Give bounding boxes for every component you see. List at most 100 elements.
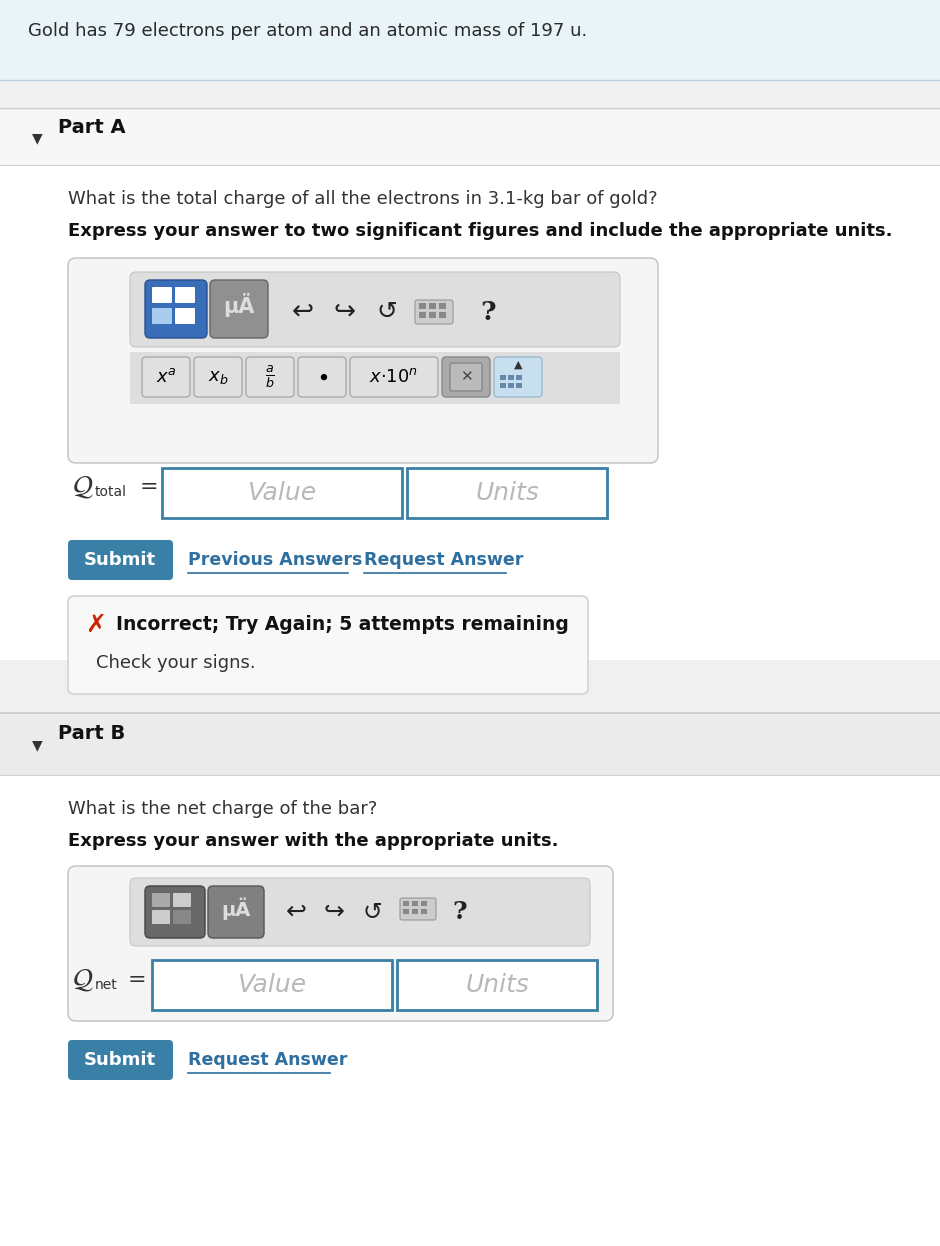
Bar: [516, 383, 522, 388]
FancyBboxPatch shape: [152, 287, 172, 303]
Bar: [403, 910, 409, 915]
FancyBboxPatch shape: [494, 358, 542, 397]
FancyBboxPatch shape: [152, 308, 172, 324]
Bar: [407, 468, 607, 518]
Text: ▲: ▲: [514, 360, 523, 370]
Bar: [403, 901, 409, 906]
FancyBboxPatch shape: [350, 358, 438, 397]
Text: ↩: ↩: [286, 900, 306, 925]
Text: net: net: [95, 978, 118, 992]
Text: Express your answer with the appropriate units.: Express your answer with the appropriate…: [68, 832, 558, 850]
Bar: [0, 110, 940, 164]
Text: ✗: ✗: [86, 613, 106, 637]
Text: Units: Units: [465, 973, 529, 997]
Text: Submit: Submit: [84, 1050, 156, 1069]
Text: ▼: ▼: [32, 738, 42, 753]
FancyBboxPatch shape: [246, 358, 294, 397]
FancyBboxPatch shape: [298, 358, 346, 397]
FancyBboxPatch shape: [152, 910, 170, 925]
Text: Incorrect; Try Again; 5 attempts remaining: Incorrect; Try Again; 5 attempts remaini…: [116, 616, 569, 634]
Text: ↪: ↪: [323, 900, 344, 925]
Bar: [397, 959, 597, 1011]
FancyBboxPatch shape: [68, 596, 588, 694]
Bar: [500, 383, 506, 388]
Text: μÄ: μÄ: [221, 898, 251, 921]
FancyBboxPatch shape: [442, 358, 490, 397]
Text: =: =: [128, 969, 147, 991]
Text: ↩: ↩: [292, 299, 314, 325]
Bar: [0, 775, 940, 1246]
Text: =: =: [140, 477, 159, 497]
Bar: [0, 0, 940, 80]
Text: Units: Units: [475, 481, 539, 505]
Text: $\mathcal{Q}$: $\mathcal{Q}$: [72, 473, 94, 501]
Text: μÄ: μÄ: [224, 293, 255, 316]
Bar: [516, 375, 522, 380]
FancyBboxPatch shape: [152, 893, 170, 907]
Bar: [0, 715, 940, 775]
FancyBboxPatch shape: [68, 258, 658, 464]
FancyBboxPatch shape: [208, 886, 264, 938]
Bar: [429, 303, 436, 309]
Text: $x_b$: $x_b$: [208, 368, 228, 386]
Text: ?: ?: [453, 900, 467, 925]
Text: Part A: Part A: [58, 118, 126, 137]
FancyBboxPatch shape: [175, 308, 195, 324]
Text: What is the net charge of the bar?: What is the net charge of the bar?: [68, 800, 377, 819]
Text: ↪: ↪: [334, 299, 356, 325]
Text: $\frac{a}{b}$: $\frac{a}{b}$: [265, 364, 275, 390]
Text: $x^a$: $x^a$: [156, 368, 177, 386]
Bar: [0, 164, 940, 660]
Bar: [421, 901, 427, 906]
Text: Value: Value: [238, 973, 306, 997]
Text: What is the total charge of all the electrons in 3.1-kg bar of gold?: What is the total charge of all the elec…: [68, 189, 658, 208]
Bar: [152, 959, 392, 1011]
Bar: [439, 303, 446, 309]
Bar: [130, 353, 620, 404]
FancyBboxPatch shape: [415, 300, 453, 324]
Text: $x{\cdot}10^n$: $x{\cdot}10^n$: [369, 368, 418, 386]
FancyBboxPatch shape: [173, 893, 191, 907]
FancyBboxPatch shape: [145, 886, 205, 938]
FancyBboxPatch shape: [130, 272, 620, 346]
FancyBboxPatch shape: [142, 358, 190, 397]
Text: Gold has 79 electrons per atom and an atomic mass of 197 u.: Gold has 79 electrons per atom and an at…: [28, 22, 588, 40]
FancyBboxPatch shape: [173, 910, 191, 925]
FancyBboxPatch shape: [130, 878, 590, 946]
FancyBboxPatch shape: [175, 287, 195, 303]
Text: ↺: ↺: [362, 900, 382, 925]
Text: ?: ?: [480, 299, 495, 324]
FancyBboxPatch shape: [68, 540, 173, 579]
Text: Request Answer: Request Answer: [364, 551, 524, 569]
Bar: [419, 312, 426, 318]
Bar: [162, 468, 402, 518]
Text: $\mathcal{Q}$: $\mathcal{Q}$: [72, 966, 94, 994]
Text: Previous Answers: Previous Answers: [188, 551, 363, 569]
Bar: [508, 375, 514, 380]
Bar: [439, 312, 446, 318]
Bar: [419, 303, 426, 309]
Text: Part B: Part B: [58, 724, 125, 743]
Bar: [429, 312, 436, 318]
Text: Express your answer to two significant figures and include the appropriate units: Express your answer to two significant f…: [68, 222, 892, 240]
Bar: [500, 375, 506, 380]
Text: Request Answer: Request Answer: [188, 1050, 348, 1069]
Text: ↺: ↺: [377, 300, 398, 324]
Bar: [508, 383, 514, 388]
FancyBboxPatch shape: [145, 280, 207, 338]
Text: Value: Value: [247, 481, 317, 505]
FancyBboxPatch shape: [400, 898, 436, 920]
FancyBboxPatch shape: [194, 358, 242, 397]
Text: total: total: [95, 485, 127, 498]
Bar: [412, 901, 418, 906]
FancyBboxPatch shape: [450, 363, 482, 391]
Text: ▼: ▼: [32, 131, 42, 145]
Text: $\bullet$: $\bullet$: [316, 368, 328, 388]
Text: ✕: ✕: [460, 370, 473, 385]
FancyBboxPatch shape: [68, 866, 613, 1020]
FancyBboxPatch shape: [210, 280, 268, 338]
Text: Check your signs.: Check your signs.: [96, 654, 256, 672]
Bar: [421, 910, 427, 915]
Bar: [412, 910, 418, 915]
Text: Submit: Submit: [84, 551, 156, 569]
